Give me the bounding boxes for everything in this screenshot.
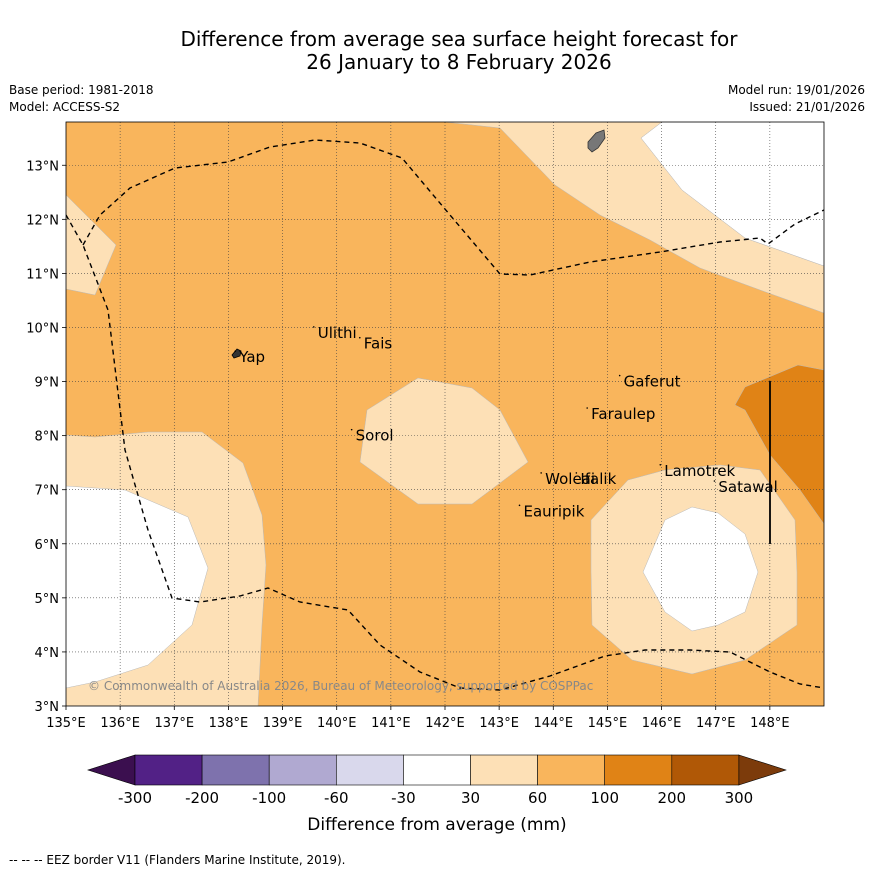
colorbar-segment [604, 754, 673, 786]
place-marker [586, 407, 588, 409]
lat-tick-label: 6°N [35, 538, 60, 553]
lon-tick-label: 137°E [155, 716, 195, 731]
place-label: Ifalik [580, 470, 616, 488]
lat-tick-label: 11°N [26, 267, 59, 282]
colorbar-segment [201, 754, 270, 786]
place-marker [575, 472, 578, 474]
meta-right: Model run: 19/01/2026 Issued: 21/01/2026 [728, 82, 865, 116]
place-label: Eauripik [524, 502, 585, 520]
colorbar-segment [134, 754, 203, 786]
place-label: Ulithi [318, 324, 357, 342]
guam-island [587, 129, 606, 153]
place-marker [713, 480, 716, 482]
lon-tick-label: 139°E [263, 716, 303, 731]
colorbar-extend-max [738, 754, 787, 786]
colorbar-tick-label: -200 [185, 789, 219, 807]
meta-left: Base period: 1981-2018 Model: ACCESS-S2 [9, 82, 154, 116]
colorbar-segment [671, 754, 740, 786]
colorbar-extend-min [87, 754, 136, 786]
place-label: Fais [364, 335, 393, 353]
field-30-60-sorol [359, 377, 529, 505]
lon-tick-label: 143°E [479, 716, 519, 731]
place-label: Sorol [356, 427, 394, 445]
lat-tick-label: 12°N [26, 213, 59, 228]
colorbar-segment [335, 754, 404, 786]
colorbar-tick-label: -100 [252, 789, 286, 807]
place-marker [234, 350, 237, 353]
issued-date: Issued: 21/01/2026 [749, 100, 865, 114]
lat-tick-label: 7°N [35, 484, 60, 499]
map-gridlines [66, 122, 824, 706]
place-label: Woleai [545, 470, 595, 488]
place-marker [312, 326, 315, 328]
place-marker [618, 374, 621, 377]
colorbar-segment [403, 754, 471, 786]
copyright-text: © Commonwealth of Australia 2026, Bureau… [88, 679, 593, 693]
colorbar-label: Difference from average (mm) [307, 815, 566, 835]
eez-footnote: -- -- -- EEZ border V11 (Flanders Marine… [9, 853, 346, 867]
colorbar-segment [470, 754, 538, 786]
colorbar-segment [537, 754, 605, 786]
model-run: Model run: 19/01/2026 [727, 83, 865, 97]
lat-tick-label: 13°N [26, 159, 59, 174]
title-line-2: 26 January to 8 February 2026 [306, 50, 612, 74]
map-area: Ulithi Fais Yap Gaferut Faraulep Sorol Lamotre… [66, 122, 824, 706]
map-axes: 135°E 136°E 137°E 138°E 139°E 140°E 141°E 142°E… [26, 159, 789, 731]
lat-tick-label: 10°N [26, 321, 59, 336]
place-label: Lamotrek [664, 462, 735, 480]
field-below-30-north [640, 122, 824, 267]
lat-tick-label: 8°N [35, 430, 60, 445]
lon-tick-label: 136°E [100, 716, 140, 731]
lon-tick-label: 145°E [588, 716, 628, 731]
map-title: Difference from average sea surface heig… [0, 28, 873, 74]
colorbar-tick-label: 300 [725, 789, 754, 807]
field-below-30-southwest [66, 485, 209, 689]
eez-border [66, 214, 824, 691]
field-30-60-west-patch [66, 194, 117, 296]
lon-tick-label: 148°E [750, 716, 790, 731]
lon-tick-label: 142°E [425, 716, 465, 731]
lon-tick-label: 144°E [534, 716, 574, 731]
colorbar-segment [268, 754, 337, 786]
lon-tick-label: 140°E [317, 716, 357, 731]
model-name: Model: ACCESS-S2 [9, 100, 121, 114]
place-marker [659, 463, 662, 466]
colorbar-tick-label: 60 [528, 789, 547, 807]
lon-tick-label: 146°E [642, 716, 682, 731]
lon-tick-label: 138°E [209, 716, 249, 731]
base-period: Base period: 1981-2018 [9, 83, 154, 97]
place-marker [358, 336, 361, 339]
colorbar-tick-label: 30 [461, 789, 480, 807]
lon-tick-label: 147°E [696, 716, 736, 731]
place-label: Gaferut [624, 373, 681, 391]
colorbar: -300 -200 -100 -60 -30 30 60 100 200 300 [87, 754, 787, 807]
lat-tick-label: 9°N [35, 376, 60, 391]
place-labels: Ulithi Fais Yap Gaferut Faraulep Sorol Lamotre… [234, 324, 778, 520]
lon-tick-label: 135°E [46, 716, 86, 731]
lat-tick-label: 4°N [35, 646, 60, 661]
place-marker [350, 428, 353, 431]
lon-tick-label: 141°E [371, 716, 411, 731]
lat-tick-label: 5°N [35, 592, 60, 607]
place-label: Yap [238, 348, 265, 366]
colorbar-tick-label: -300 [118, 789, 152, 807]
colorbar-tick-label: -60 [324, 789, 349, 807]
place-label: Satawal [718, 478, 777, 496]
colorbar-tick-label: 200 [657, 789, 686, 807]
colorbar-tick-label: -30 [391, 789, 416, 807]
lat-tick-label: 3°N [35, 700, 60, 715]
place-label: Faraulep [591, 405, 655, 423]
yap-island [231, 348, 242, 359]
place-marker [540, 472, 542, 474]
place-marker [518, 504, 521, 507]
title-line-1: Difference from average sea surface heig… [180, 27, 738, 51]
field-below-30-southeast [642, 506, 759, 632]
colorbar-tick-label: 100 [590, 789, 619, 807]
